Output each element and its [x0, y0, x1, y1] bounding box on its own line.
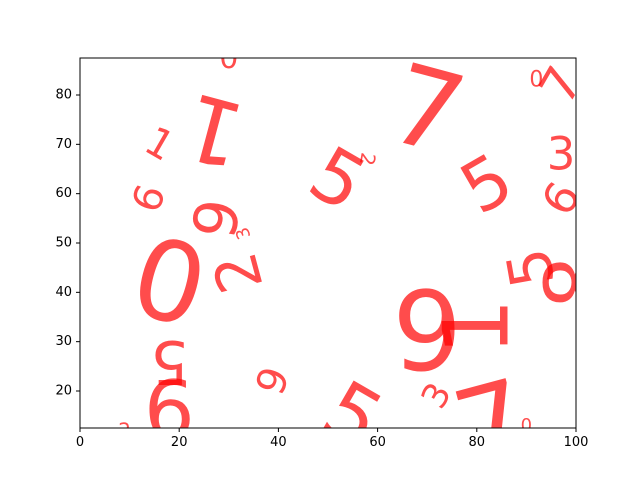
data-point-26: 0 [521, 415, 532, 436]
data-point-16: 0 [529, 68, 543, 93]
y-tick-label: 80 [55, 88, 72, 103]
x-tick-label: 80 [469, 435, 486, 450]
y-tick-label: 70 [55, 137, 72, 152]
plot-area [80, 58, 576, 428]
x-tick-label: 100 [564, 435, 589, 450]
data-point-27: 2 [118, 418, 131, 442]
x-tick-label: 0 [76, 435, 84, 450]
x-axis: 0 20 40 60 80 100 [76, 428, 589, 450]
y-axis: 20 30 40 50 60 70 80 [55, 88, 80, 399]
y-tick-label: 50 [55, 236, 72, 251]
data-point-21: 8 [525, 257, 618, 308]
y-tick-label: 20 [55, 384, 72, 399]
y-tick-label: 40 [55, 285, 72, 300]
data-point-8: 6 [144, 364, 195, 457]
y-tick-label: 60 [55, 186, 72, 201]
x-tick-label: 40 [270, 435, 287, 450]
data-point-9: 5 [150, 326, 188, 396]
x-tick-label: 20 [171, 435, 188, 450]
x-tick-label: 60 [369, 435, 386, 450]
y-tick-label: 30 [55, 334, 72, 349]
data-point-18: 3 [547, 128, 576, 181]
data-point-22: 9 [392, 268, 462, 396]
data-point-23: 1 [424, 298, 529, 355]
data-point-0: 0 [219, 38, 238, 73]
data-point-12: 2 [355, 151, 381, 168]
